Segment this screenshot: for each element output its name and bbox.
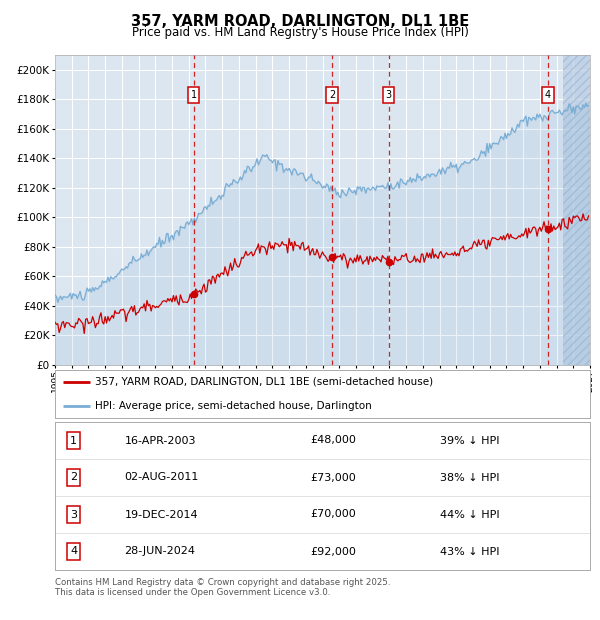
Text: 2: 2 xyxy=(329,90,335,100)
Text: 39% ↓ HPI: 39% ↓ HPI xyxy=(440,435,500,446)
Text: 38% ↓ HPI: 38% ↓ HPI xyxy=(440,472,500,482)
Text: 44% ↓ HPI: 44% ↓ HPI xyxy=(440,510,500,520)
Text: £73,000: £73,000 xyxy=(310,472,356,482)
Text: 4: 4 xyxy=(70,546,77,557)
Text: 02-AUG-2011: 02-AUG-2011 xyxy=(125,472,199,482)
Text: Contains HM Land Registry data © Crown copyright and database right 2025.
This d: Contains HM Land Registry data © Crown c… xyxy=(55,578,391,598)
Text: 19-DEC-2014: 19-DEC-2014 xyxy=(125,510,198,520)
Text: £48,000: £48,000 xyxy=(310,435,356,446)
Text: 4: 4 xyxy=(545,90,551,100)
Text: £92,000: £92,000 xyxy=(310,546,356,557)
Bar xyxy=(563,55,590,365)
Text: 357, YARM ROAD, DARLINGTON, DL1 1BE: 357, YARM ROAD, DARLINGTON, DL1 1BE xyxy=(131,14,469,29)
Text: 3: 3 xyxy=(70,510,77,520)
Text: £70,000: £70,000 xyxy=(310,510,356,520)
Text: 28-JUN-2024: 28-JUN-2024 xyxy=(125,546,196,557)
Text: 3: 3 xyxy=(386,90,392,100)
Text: 2: 2 xyxy=(70,472,77,482)
Text: Price paid vs. HM Land Registry's House Price Index (HPI): Price paid vs. HM Land Registry's House … xyxy=(131,26,469,39)
Text: 357, YARM ROAD, DARLINGTON, DL1 1BE (semi-detached house): 357, YARM ROAD, DARLINGTON, DL1 1BE (sem… xyxy=(95,377,433,387)
Text: 43% ↓ HPI: 43% ↓ HPI xyxy=(440,546,500,557)
Text: 16-APR-2003: 16-APR-2003 xyxy=(125,435,196,446)
Text: HPI: Average price, semi-detached house, Darlington: HPI: Average price, semi-detached house,… xyxy=(95,401,372,411)
Text: 1: 1 xyxy=(191,90,197,100)
Text: 1: 1 xyxy=(70,435,77,446)
